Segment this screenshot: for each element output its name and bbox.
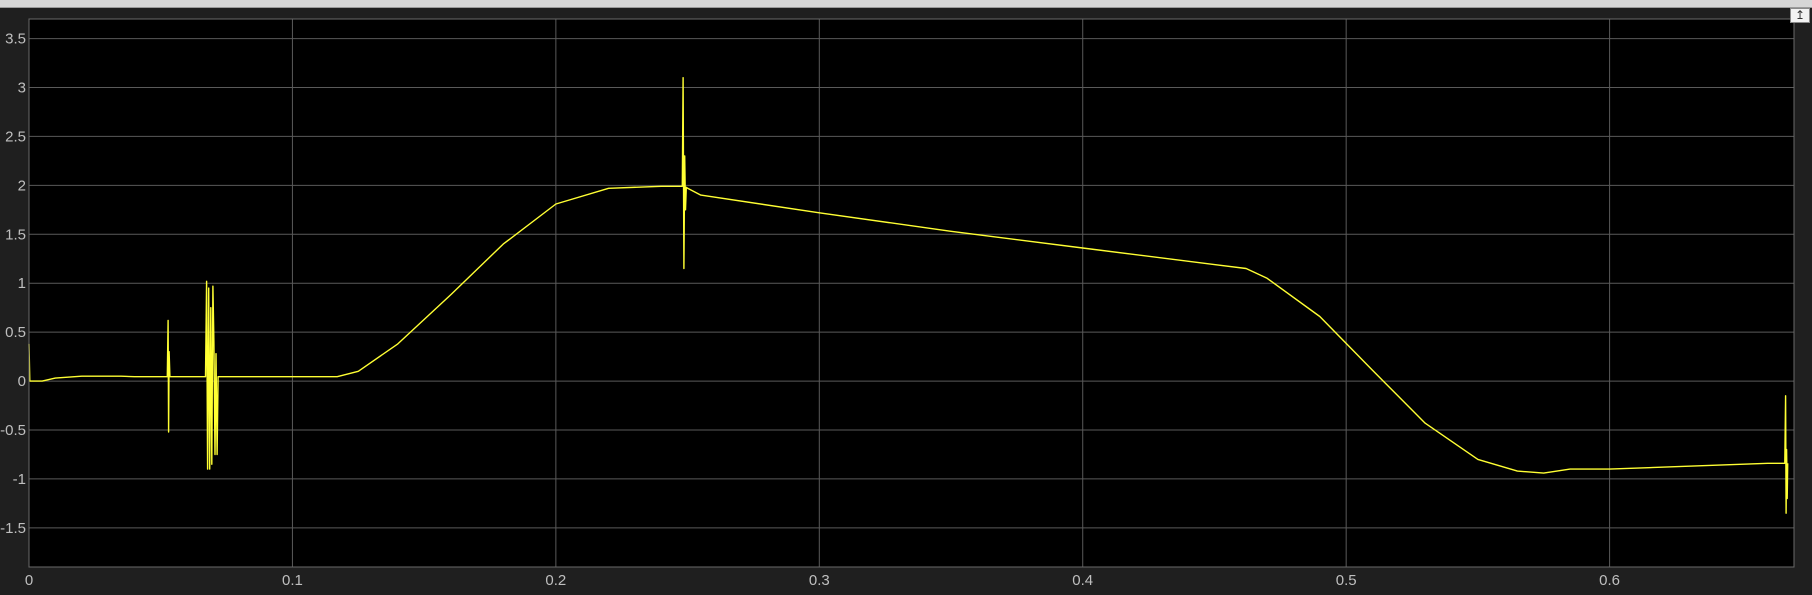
y-tick-label: 1.5 xyxy=(5,226,26,243)
y-tick-label: 2 xyxy=(18,177,26,194)
x-tick-label: 0.6 xyxy=(1599,572,1620,589)
vertical-grid-lines xyxy=(291,19,1611,567)
x-tick-label: 0 xyxy=(25,572,33,589)
y-tick-label: -1.5 xyxy=(0,520,26,537)
y-tick-label: 3 xyxy=(18,80,26,97)
y-tick-label: 0.5 xyxy=(5,324,26,341)
x-tick-labels: 0 0.1 0.2 0.3 0.4 0.5 0.6 xyxy=(25,572,1620,589)
x-tick-label: 0.3 xyxy=(809,572,830,589)
x-tick-label: 0.2 xyxy=(545,572,566,589)
signal-line xyxy=(28,76,1789,514)
undock-button[interactable]: ↥ xyxy=(1790,8,1810,23)
horizontal-grid-lines xyxy=(29,38,1794,529)
y-tick-labels: -1.5 -1 -0.5 0 0.5 1 1.5 2 2.5 3 3.5 xyxy=(0,31,26,537)
y-tick-label: 2.5 xyxy=(5,128,26,145)
y-tick-label: 3.5 xyxy=(5,31,26,48)
x-tick-label: 0.1 xyxy=(282,572,303,589)
y-tick-label: 1 xyxy=(18,275,26,292)
y-tick-label: -1 xyxy=(13,471,26,488)
undock-arrow-icon: ↥ xyxy=(1794,8,1806,22)
y-tick-label: 0 xyxy=(18,373,26,390)
window-title-bar xyxy=(0,0,1812,8)
y-tick-label: -0.5 xyxy=(0,422,26,439)
x-tick-label: 0.4 xyxy=(1072,572,1093,589)
axes-area[interactable] xyxy=(29,19,1794,567)
axes-border xyxy=(28,18,1795,568)
x-tick-label: 0.5 xyxy=(1336,572,1357,589)
